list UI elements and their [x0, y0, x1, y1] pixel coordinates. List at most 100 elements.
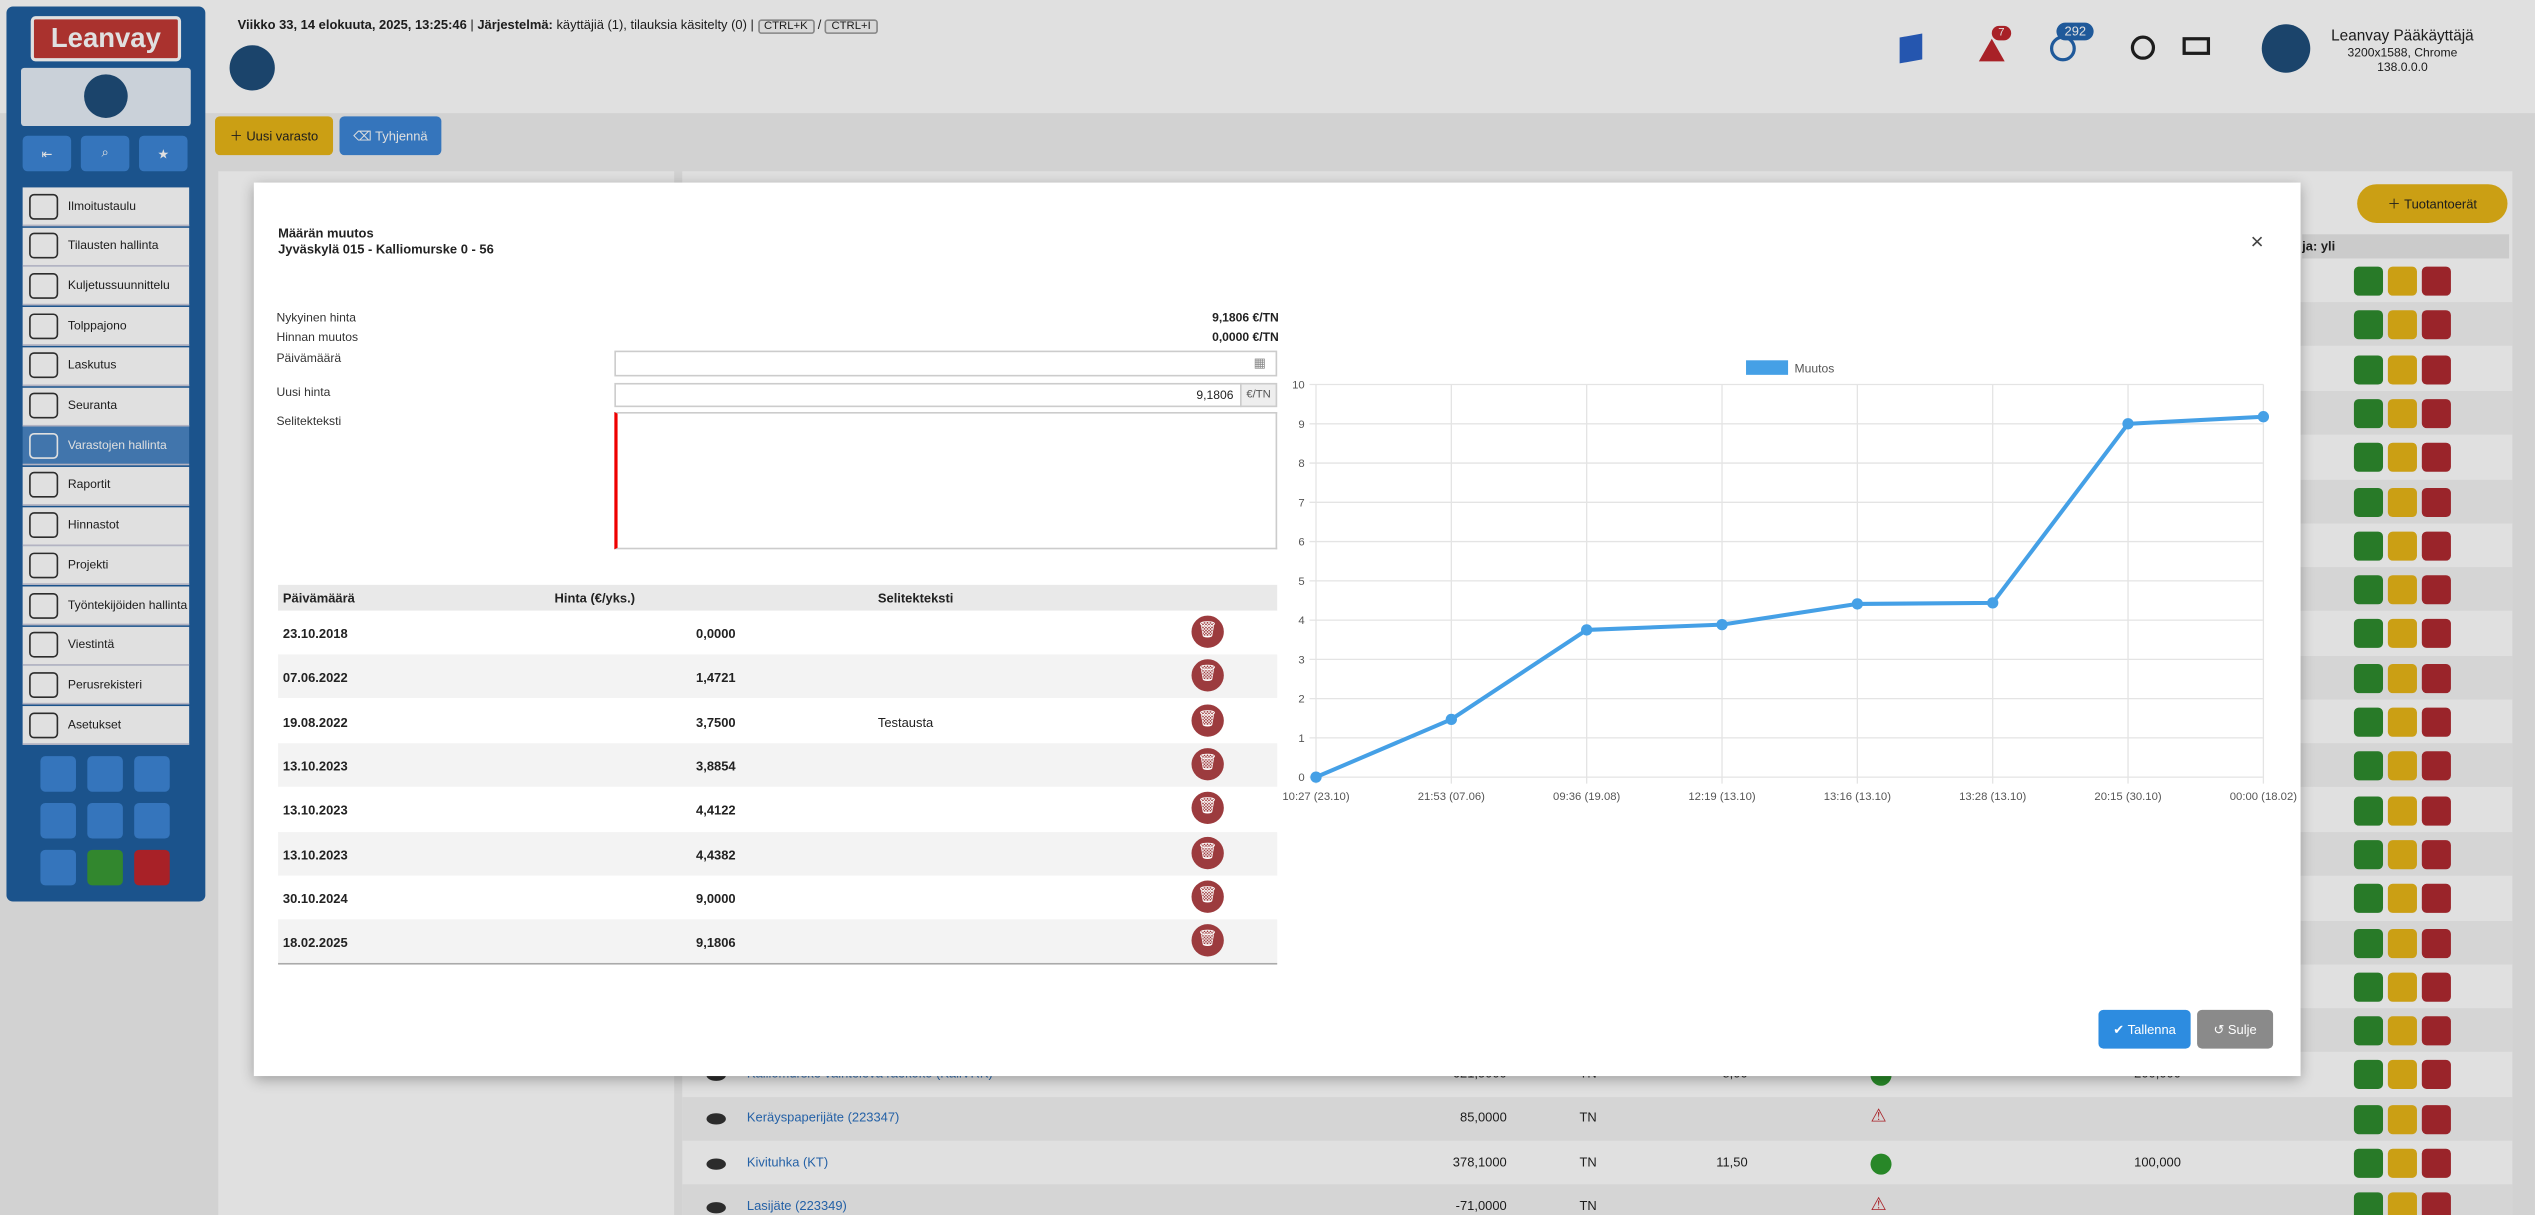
- menu-item[interactable]: Raportit: [22, 466, 190, 506]
- row-action[interactable]: [2353, 1060, 2384, 1090]
- search-button[interactable]: ⌕: [80, 135, 130, 172]
- row-action[interactable]: [2421, 751, 2451, 781]
- row-action[interactable]: [2421, 884, 2451, 914]
- tool-button[interactable]: [87, 756, 123, 792]
- new-price-input[interactable]: 9,1806: [614, 382, 1242, 408]
- shortcut[interactable]: CTRL+K: [757, 19, 815, 34]
- row-action[interactable]: [2353, 751, 2384, 781]
- menu-item[interactable]: Laskutus: [22, 347, 190, 386]
- user-avatar[interactable]: [2261, 24, 2311, 73]
- close-button[interactable]: ↺ Sulje: [2197, 1009, 2274, 1049]
- row-action[interactable]: [2387, 972, 2417, 1002]
- logo[interactable]: Leanvay: [30, 16, 182, 62]
- row-action[interactable]: [2421, 310, 2451, 340]
- note-input[interactable]: [614, 412, 1278, 550]
- date-input[interactable]: ▦: [614, 350, 1278, 377]
- delete-button[interactable]: 🗑: [1191, 659, 1224, 692]
- row-action[interactable]: [2421, 354, 2451, 384]
- delete-button[interactable]: 🗑: [1191, 924, 1224, 957]
- sidebar-avatar[interactable]: [84, 74, 128, 118]
- delete-button[interactable]: 🗑: [1191, 747, 1224, 781]
- row-action[interactable]: [2387, 398, 2417, 428]
- clear-button[interactable]: ⌫ Tyhjennä: [339, 116, 442, 156]
- row-action[interactable]: [2353, 354, 2384, 384]
- row-action[interactable]: [2387, 751, 2417, 781]
- alert-icon[interactable]: [1978, 38, 2005, 62]
- row-action[interactable]: [2353, 972, 2384, 1002]
- row-action[interactable]: [2353, 266, 2384, 296]
- menu-item[interactable]: Tilausten hallinta: [22, 227, 190, 267]
- language-icon[interactable]: [2130, 35, 2156, 60]
- row-action[interactable]: [2421, 1016, 2451, 1046]
- row-action[interactable]: [2353, 884, 2384, 914]
- delete-button[interactable]: 🗑: [1191, 836, 1224, 869]
- row-action[interactable]: [2421, 972, 2451, 1002]
- menu-item[interactable]: Asetukset: [22, 706, 190, 745]
- row-action[interactable]: [2421, 839, 2451, 870]
- row-action[interactable]: [2421, 928, 2451, 958]
- row-name[interactable]: Keräyspaperijäte (223347): [746, 1110, 900, 1126]
- row-action[interactable]: [2387, 928, 2417, 958]
- row-action[interactable]: [2387, 443, 2417, 473]
- row-action[interactable]: [2421, 707, 2451, 737]
- row-action[interactable]: [2387, 619, 2417, 649]
- shortcut[interactable]: CTRL+I: [824, 19, 878, 34]
- row-action[interactable]: [2353, 310, 2384, 340]
- row-action[interactable]: [2353, 619, 2384, 649]
- row-action[interactable]: [2421, 575, 2451, 605]
- tool-button[interactable]: [134, 803, 170, 839]
- row-action[interactable]: [2387, 884, 2417, 914]
- row-action[interactable]: [2387, 266, 2417, 296]
- row-action[interactable]: [2353, 928, 2384, 958]
- menu-item[interactable]: Ilmoitustaulu: [22, 187, 190, 227]
- menu-item[interactable]: Projekti: [22, 546, 190, 586]
- close-x[interactable]: ×: [2250, 227, 2264, 254]
- eye-icon[interactable]: [706, 1113, 726, 1126]
- menu-item[interactable]: Varastojen hallinta: [22, 426, 190, 466]
- menu-item[interactable]: Hinnastot: [22, 506, 190, 546]
- favorites-button[interactable]: ★: [139, 135, 188, 172]
- menu-item[interactable]: Kuljetussuunnittelu: [22, 267, 190, 306]
- tool-button[interactable]: [87, 803, 123, 839]
- row-action[interactable]: [2387, 1148, 2417, 1178]
- row-action[interactable]: [2353, 443, 2384, 473]
- row-action[interactable]: [2387, 575, 2417, 605]
- menu-item[interactable]: Seuranta: [22, 386, 190, 426]
- eye-icon[interactable]: [706, 1201, 726, 1214]
- row-action[interactable]: [2421, 619, 2451, 649]
- row-action[interactable]: [2387, 310, 2417, 340]
- delete-button[interactable]: 🗑: [1191, 880, 1224, 913]
- row-action[interactable]: [2421, 443, 2451, 473]
- menu-item[interactable]: Viestintä: [22, 626, 190, 666]
- avatar[interactable]: [229, 45, 275, 91]
- save-button[interactable]: ✔ Tallenna: [2098, 1009, 2191, 1049]
- row-action[interactable]: [2387, 663, 2417, 693]
- row-action[interactable]: [2387, 707, 2417, 737]
- tool-button[interactable]: [134, 849, 170, 886]
- row-action[interactable]: [2387, 839, 2417, 870]
- eye-icon[interactable]: [706, 1157, 726, 1170]
- row-action[interactable]: [2421, 1192, 2451, 1215]
- row-action[interactable]: [2353, 1148, 2384, 1178]
- tool-button[interactable]: [134, 756, 170, 792]
- row-action[interactable]: [2421, 795, 2451, 825]
- row-action[interactable]: [2421, 1060, 2451, 1090]
- delete-button[interactable]: 🗑: [1191, 615, 1224, 648]
- row-action[interactable]: [2353, 707, 2384, 737]
- row-name[interactable]: Lasijäte (223349): [746, 1198, 847, 1214]
- row-action[interactable]: [2353, 1016, 2384, 1046]
- delete-button[interactable]: 🗑: [1191, 791, 1224, 825]
- row-action[interactable]: [2421, 266, 2451, 296]
- row-action[interactable]: [2421, 1104, 2451, 1134]
- collapse-button[interactable]: ⇤: [22, 135, 72, 172]
- menu-item[interactable]: Perusrekisteri: [22, 666, 190, 706]
- row-action[interactable]: [2421, 531, 2451, 561]
- tool-button[interactable]: [40, 803, 76, 839]
- row-action[interactable]: [2387, 1060, 2417, 1090]
- row-action[interactable]: [2387, 487, 2417, 517]
- row-action[interactable]: [2353, 398, 2384, 428]
- row-action[interactable]: [2353, 663, 2384, 693]
- tool-button[interactable]: [40, 756, 76, 792]
- row-action[interactable]: [2387, 1016, 2417, 1046]
- row-action[interactable]: [2387, 795, 2417, 825]
